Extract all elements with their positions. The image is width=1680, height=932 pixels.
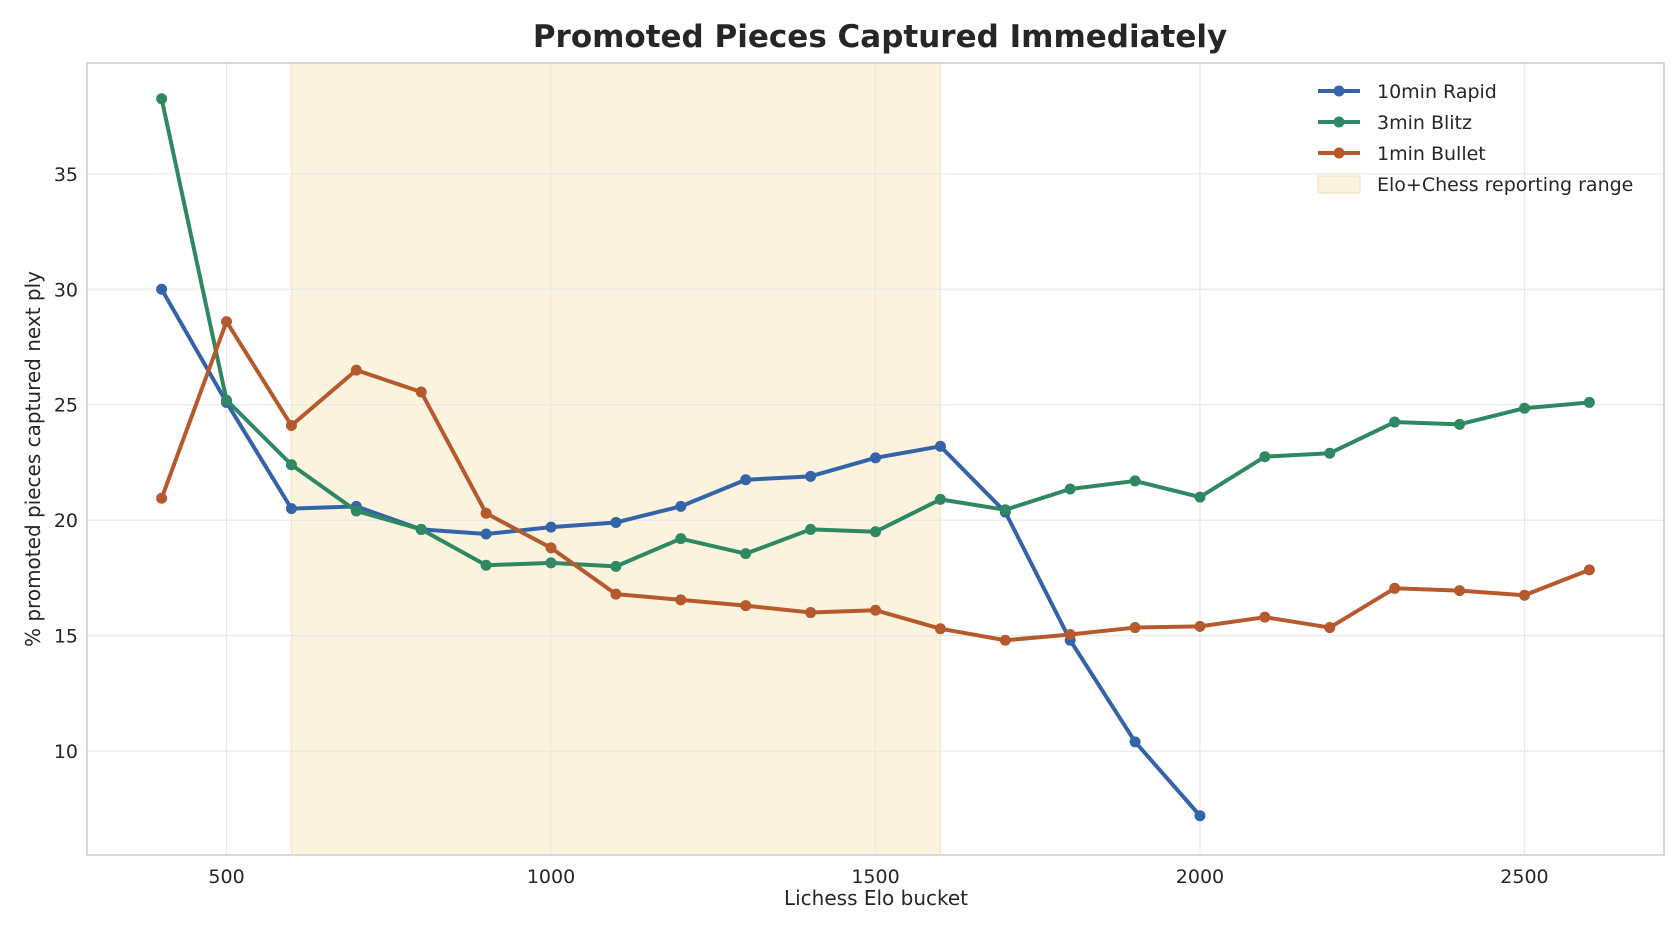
legend-label: 10min Rapid — [1377, 81, 1497, 103]
data-point — [1324, 622, 1336, 634]
data-point — [480, 559, 492, 571]
legend-item: Elo+Chess reporting range — [1317, 174, 1633, 196]
data-point — [675, 500, 687, 512]
x-axis-ticks: 500 1000 1500 2000 2500 — [208, 866, 1548, 888]
data-point — [415, 386, 427, 398]
data-point — [285, 420, 297, 432]
data-point — [156, 283, 168, 295]
y-tick-label: 15 — [54, 626, 78, 648]
legend: 10min Rapid 3min Blitz 1min Bullet Elo+Ches… — [1317, 81, 1633, 196]
data-point — [1064, 628, 1076, 640]
data-point — [1129, 736, 1141, 748]
data-point — [1129, 622, 1141, 634]
data-point — [870, 452, 881, 464]
data-point — [740, 600, 752, 612]
y-tick-label: 30 — [54, 279, 78, 301]
data-point — [1389, 416, 1401, 428]
data-point — [805, 523, 817, 535]
y-tick-label: 10 — [54, 741, 78, 763]
data-point — [610, 560, 622, 572]
legend-label: 1min Bullet — [1377, 143, 1486, 165]
data-point — [285, 459, 297, 471]
legend-item: 1min Bullet — [1318, 143, 1486, 165]
data-point — [740, 474, 752, 486]
y-tick-label: 35 — [54, 164, 78, 186]
data-point — [999, 634, 1011, 646]
x-tick-label: 500 — [208, 866, 244, 888]
data-point — [805, 470, 817, 482]
data-point — [1064, 483, 1076, 495]
data-point — [221, 316, 233, 328]
data-point — [934, 493, 946, 505]
data-point — [545, 521, 557, 533]
data-point — [1259, 451, 1271, 463]
y-axis-label: % promoted pieces captured next ply — [21, 271, 45, 647]
x-tick-label: 2000 — [1176, 866, 1224, 888]
data-point — [480, 507, 492, 519]
y-axis-ticks: 10 15 20 25 30 35 — [54, 164, 78, 763]
y-tick-label: 20 — [54, 510, 78, 532]
data-point — [999, 504, 1011, 516]
data-point — [285, 503, 297, 515]
data-point — [545, 542, 557, 554]
legend-marker — [1333, 147, 1345, 159]
x-tick-label: 1000 — [527, 866, 575, 888]
data-point — [675, 594, 687, 606]
chart-title: Promoted Pieces Captured Immediately — [533, 19, 1227, 55]
series-layer — [156, 93, 1595, 822]
x-axis-label: Lichess Elo bucket — [784, 886, 968, 910]
legend-item: 3min Blitz — [1318, 112, 1472, 134]
x-tick-label: 2500 — [1500, 866, 1548, 888]
data-point — [545, 557, 557, 569]
data-point — [1129, 475, 1141, 487]
data-point — [350, 505, 362, 517]
series-0 — [156, 283, 1206, 822]
data-point — [1324, 447, 1336, 459]
data-point — [156, 492, 168, 504]
data-point — [480, 528, 492, 540]
data-point — [610, 588, 622, 600]
y-tick-label: 25 — [54, 395, 78, 417]
series-2 — [156, 316, 1595, 646]
grid-layer — [87, 63, 1664, 855]
data-point — [156, 93, 168, 105]
legend-marker — [1333, 85, 1345, 97]
data-point — [934, 440, 946, 452]
data-point — [805, 607, 817, 619]
data-point — [1259, 611, 1271, 623]
data-point — [740, 548, 752, 560]
data-point — [934, 623, 946, 635]
data-point — [1454, 585, 1466, 597]
legend-marker — [1333, 116, 1345, 128]
data-point — [1583, 564, 1595, 576]
plot-frame — [86, 62, 1665, 856]
data-point — [1518, 402, 1530, 414]
data-point — [1518, 589, 1530, 601]
data-point — [1389, 582, 1401, 594]
data-point — [675, 533, 687, 545]
data-point — [870, 526, 881, 538]
data-point — [1194, 810, 1206, 822]
legend-item: 10min Rapid — [1318, 81, 1497, 103]
highlight-band-layer — [290, 62, 941, 856]
data-point — [415, 523, 427, 535]
data-point — [870, 604, 881, 616]
legend-label: 3min Blitz — [1377, 112, 1472, 134]
data-point — [1194, 491, 1206, 503]
data-point — [350, 364, 362, 376]
highlight-band — [290, 62, 941, 856]
series-1 — [156, 93, 1595, 572]
data-point — [1583, 396, 1595, 408]
data-point — [221, 394, 233, 406]
x-tick-label: 1500 — [851, 866, 899, 888]
data-point — [1194, 620, 1206, 632]
legend-swatch — [1317, 175, 1361, 194]
data-point — [1454, 418, 1466, 430]
legend-label: Elo+Chess reporting range — [1377, 174, 1633, 196]
data-point — [610, 516, 622, 528]
